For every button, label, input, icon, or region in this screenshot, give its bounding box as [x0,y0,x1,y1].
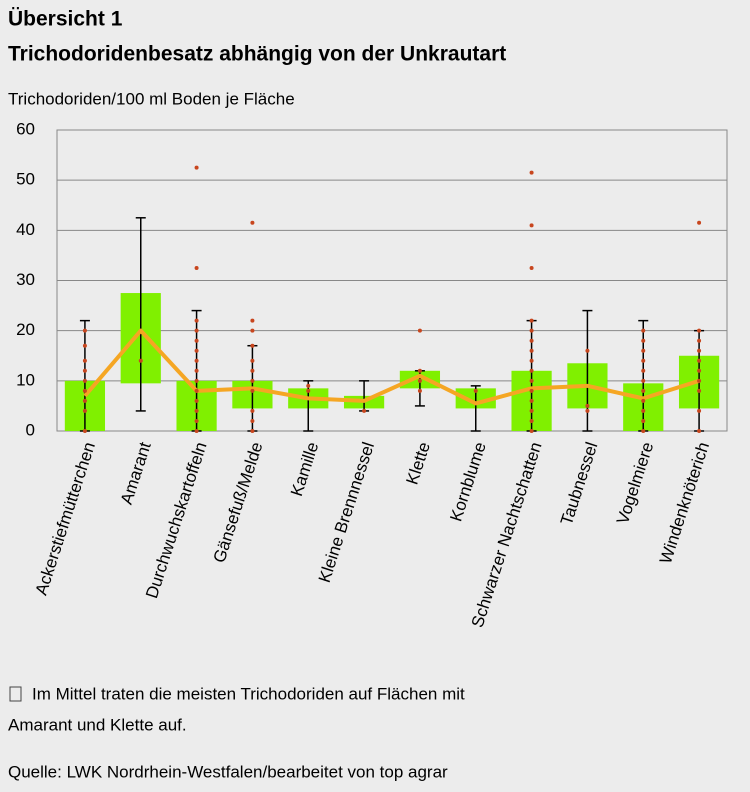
data-point [641,338,646,343]
data-point [194,338,199,343]
data-point [529,408,534,413]
note-icon [9,686,22,702]
data-point [697,348,702,353]
data-point [250,418,255,423]
data-point [529,398,534,403]
data-point [82,343,87,348]
data-point [194,408,199,413]
data-point [697,220,702,225]
data-point [250,378,255,383]
data-point [250,318,255,323]
data-point [417,388,422,393]
data-point [529,418,534,423]
data-point [82,358,87,363]
chart-subtitle: Trichodoridenbesatz abhängig von der Unk… [8,43,506,66]
data-point [417,378,422,383]
data-point [82,398,87,403]
data-point [306,383,311,388]
data-point [529,223,534,228]
data-point [194,388,199,393]
data-point [250,328,255,333]
data-point [250,429,255,433]
data-point [194,165,199,170]
data-point [641,429,646,433]
data-point [585,408,590,413]
data-point [82,368,87,373]
data-point [306,388,311,393]
data-point [362,408,367,413]
data-point [697,388,702,393]
data-point [82,328,87,333]
data-point [641,348,646,353]
data-point [641,378,646,383]
data-point [194,348,199,353]
data-point [529,318,534,323]
data-point [641,368,646,373]
data-point [529,328,534,333]
y-tick-label: 40 [16,220,35,239]
data-point [529,388,534,393]
data-point [82,388,87,393]
data-point [194,328,199,333]
mean-line [83,328,700,406]
data-point [194,265,199,270]
data-point [641,408,646,413]
data-point [529,358,534,363]
data-point [641,418,646,423]
data-point [697,328,702,333]
y-axis-label: Trichodoriden/100 ml Boden je Fläche [8,89,295,108]
data-point [529,338,534,343]
data-point [194,378,199,383]
data-point [697,368,702,373]
y-tick-label: 0 [26,420,35,439]
data-point [529,170,534,175]
data-point [697,378,702,383]
data-point [250,358,255,363]
data-point [194,318,199,323]
data-point [641,388,646,393]
data-point [641,398,646,403]
data-point [250,368,255,373]
data-point [697,408,702,413]
data-point [194,429,199,433]
note-line: Im Mittel traten die meisten Trichodorid… [32,684,465,703]
data-point [529,368,534,373]
data-point [585,348,590,353]
data-point [250,220,255,225]
y-tick-label: 20 [16,320,35,339]
data-point [417,368,422,373]
y-tick-label: 60 [16,119,35,138]
data-point [194,368,199,373]
data-point [82,378,87,383]
data-point [250,408,255,413]
data-point [529,265,534,270]
data-point [585,403,590,408]
data-point [138,358,143,363]
chart-title: Übersicht 1 [8,8,123,31]
source: Quelle: LWK Nordrhein-Westfalen/bearbeit… [8,762,448,781]
data-point [529,348,534,353]
data-point [82,408,87,413]
data-point [194,358,199,363]
data-point [194,398,199,403]
data-point [417,328,422,333]
data-point [250,388,255,393]
y-tick-label: 10 [16,370,35,389]
y-tick-label: 30 [16,270,35,289]
data-point [473,388,478,393]
data-point [529,378,534,383]
data-point [697,358,702,363]
note-line: Amarant und Klette auf. [8,715,187,734]
data-point [697,429,702,433]
data-point [697,338,702,343]
data-point [250,343,255,348]
data-point [194,418,199,423]
data-point [641,358,646,363]
data-point [641,328,646,333]
y-tick-label: 50 [16,170,35,189]
data-point [82,429,87,433]
data-point [529,429,534,433]
